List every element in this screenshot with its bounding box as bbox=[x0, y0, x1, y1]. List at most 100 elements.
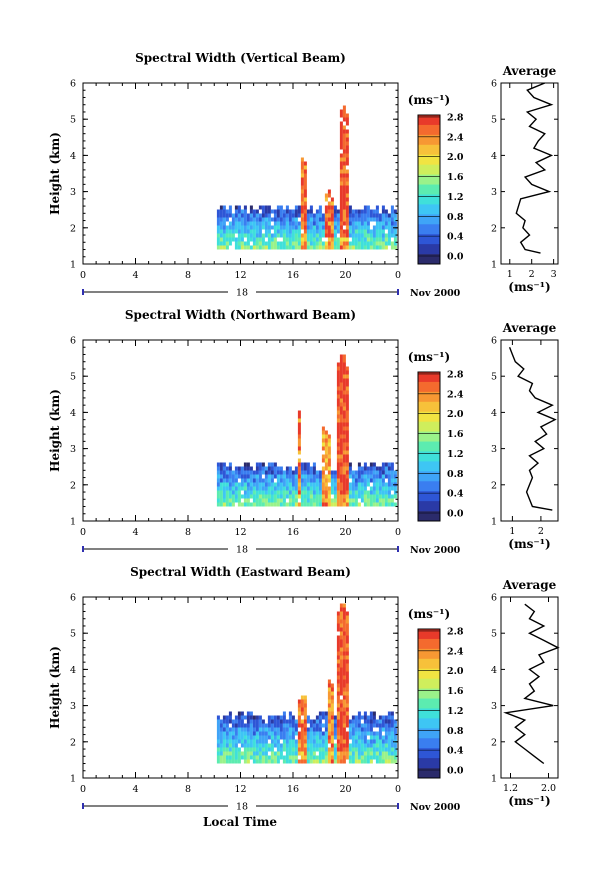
heatmap-cell bbox=[237, 711, 241, 716]
heatmap-cell bbox=[327, 719, 331, 724]
heatmap-cell bbox=[321, 759, 325, 764]
heatmap-cell bbox=[378, 755, 382, 760]
heatmap-cell bbox=[216, 229, 220, 234]
heatmap-cell bbox=[249, 233, 253, 238]
heatmap-cell bbox=[387, 229, 391, 234]
heatmap-cell bbox=[273, 221, 277, 226]
heatmap-cell bbox=[246, 494, 250, 499]
heatmap-cell bbox=[354, 498, 358, 503]
heatmap-cell bbox=[297, 735, 301, 740]
heatmap-cell bbox=[345, 201, 349, 206]
heatmap-cell bbox=[237, 755, 241, 760]
heatmap-cell bbox=[267, 727, 271, 732]
heatmap-cell bbox=[237, 486, 241, 491]
heatmap-cell bbox=[357, 731, 361, 736]
heatmap-cell bbox=[372, 466, 376, 471]
heatmap-cell bbox=[363, 719, 367, 724]
x-axis-label: Local Time bbox=[203, 815, 277, 829]
heatmap-cell bbox=[363, 731, 367, 736]
colorbar-segment bbox=[418, 411, 440, 423]
heatmap-cell bbox=[345, 145, 349, 150]
heatmap-cell bbox=[333, 229, 337, 234]
heatmap-cell bbox=[336, 695, 340, 700]
heatmap-cell bbox=[339, 221, 343, 226]
heatmap-cell bbox=[294, 490, 298, 495]
heatmap-cell bbox=[264, 755, 268, 760]
heatmap-cell bbox=[345, 458, 349, 463]
heatmap-cell bbox=[234, 743, 238, 748]
average-title: Average bbox=[502, 64, 557, 78]
heatmap-cell bbox=[372, 739, 376, 744]
heatmap-cell bbox=[360, 490, 364, 495]
heatmap-cell bbox=[339, 157, 343, 162]
heatmap-cell bbox=[387, 759, 391, 764]
heatmap-cell bbox=[387, 498, 391, 503]
heatmap-cell bbox=[300, 723, 304, 728]
heatmap-cell bbox=[294, 486, 298, 491]
heatmap-cell bbox=[384, 498, 388, 503]
heatmap-cell bbox=[267, 494, 271, 499]
heatmap-cell bbox=[378, 739, 382, 744]
heatmap-cell bbox=[246, 502, 250, 507]
heatmap-cell bbox=[372, 462, 376, 467]
y-axis-label: Height (km) bbox=[48, 389, 62, 472]
heatmap-cell bbox=[303, 233, 307, 238]
heatmap-cell bbox=[339, 707, 343, 712]
heatmap-cell bbox=[285, 221, 289, 226]
date-label: Nov 2000 bbox=[410, 802, 461, 813]
heatmap-cell bbox=[258, 755, 262, 760]
heatmap-cell bbox=[288, 486, 292, 491]
heatmap-cell bbox=[216, 209, 220, 214]
heatmap-cell bbox=[231, 229, 235, 234]
heatmap-cell bbox=[249, 237, 253, 242]
panel-title: Spectral Width (Northward Beam) bbox=[125, 308, 356, 322]
heatmap-cell bbox=[342, 137, 346, 142]
heatmap-cell bbox=[366, 474, 370, 479]
x-tick-label: 4 bbox=[132, 270, 138, 281]
heatmap-cell bbox=[333, 735, 337, 740]
heatmap-cell bbox=[339, 169, 343, 174]
heatmap-cell bbox=[264, 233, 268, 238]
heatmap-cell bbox=[381, 727, 385, 732]
heatmap-cell bbox=[342, 639, 346, 644]
heatmap-cell bbox=[381, 466, 385, 471]
heatmap-cell bbox=[228, 209, 232, 214]
heatmap-cell bbox=[342, 109, 346, 114]
heatmap-cell bbox=[309, 221, 313, 226]
heatmap-cell bbox=[216, 731, 220, 736]
avg-y-tick-label: 3 bbox=[491, 701, 497, 712]
heatmap-cell bbox=[240, 478, 244, 483]
heatmap-cell bbox=[255, 715, 259, 720]
heatmap-cell bbox=[279, 486, 283, 491]
heatmap-cell bbox=[273, 474, 277, 479]
heatmap-cell bbox=[387, 735, 391, 740]
heatmap-cell bbox=[228, 233, 232, 238]
heatmap-cell bbox=[288, 723, 292, 728]
heatmap-cell bbox=[282, 731, 286, 736]
heatmap-cell bbox=[243, 735, 247, 740]
heatmap-cell bbox=[366, 237, 370, 242]
heatmap-cell bbox=[240, 482, 244, 487]
heatmap-cell bbox=[309, 739, 313, 744]
heatmap-cell bbox=[363, 482, 367, 487]
heatmap-cell bbox=[279, 723, 283, 728]
heatmap-cell bbox=[279, 229, 283, 234]
heatmap-cell bbox=[276, 490, 280, 495]
heatmap-cell bbox=[375, 229, 379, 234]
avg-y-tick-label: 2 bbox=[491, 737, 497, 748]
heatmap-cell bbox=[297, 209, 301, 214]
heatmap-cell bbox=[309, 494, 313, 499]
heatmap-cell bbox=[369, 466, 373, 471]
heatmap-cell bbox=[273, 502, 277, 507]
heatmap-cell bbox=[342, 695, 346, 700]
heatmap-cell bbox=[240, 723, 244, 728]
heatmap-cell bbox=[240, 221, 244, 226]
heatmap-cell bbox=[234, 474, 238, 479]
heatmap-cell bbox=[339, 703, 343, 708]
heatmap-cell bbox=[288, 502, 292, 507]
heatmap-cell bbox=[303, 482, 307, 487]
heatmap-cell bbox=[225, 723, 229, 728]
heatmap-cell bbox=[267, 490, 271, 495]
heatmap-cell bbox=[303, 695, 307, 700]
heatmap-cell bbox=[339, 374, 343, 379]
